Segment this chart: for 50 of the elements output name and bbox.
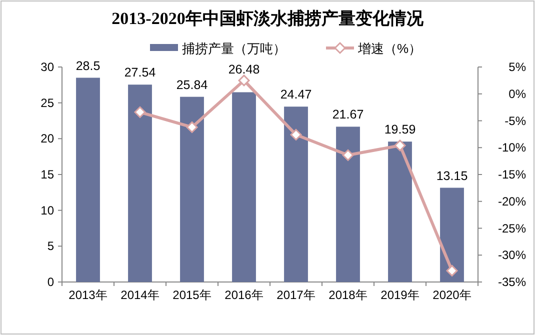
point (238, 74, 250, 86)
y2-tick-label: 5% (508, 60, 526, 74)
x-tick-label: 2017年 (276, 288, 316, 302)
y2-tick-label: -10% (498, 140, 526, 155)
point (342, 149, 354, 161)
x-tick-label: 2019年 (380, 288, 420, 302)
x-tick-label: 2014年 (120, 288, 160, 302)
point (134, 106, 146, 118)
y-tick-label: 25 (40, 96, 54, 110)
data-label: 24.47 (280, 88, 312, 102)
bar (284, 106, 308, 282)
y2-tick-label: -25% (498, 221, 526, 236)
legend-label: 增速（%） (357, 41, 422, 56)
y-tick-label: 30 (40, 60, 54, 74)
bar (388, 142, 412, 282)
x-tick-label: 2016年 (224, 288, 264, 302)
bar (128, 84, 152, 282)
chart-title: 2013-2020年中国虾淡水捕捞产量变化情况 (112, 9, 424, 28)
y-tick-label: 5 (47, 239, 54, 254)
bar (232, 92, 256, 282)
y2-tick-label: 0% (508, 86, 526, 101)
y2-tick-label: -15% (498, 168, 526, 182)
point (446, 264, 458, 276)
y2-tick-label: -20% (498, 194, 526, 208)
data-label: 13.15 (436, 168, 468, 183)
point (186, 121, 198, 133)
bar (440, 188, 464, 282)
data-label: 26.48 (228, 62, 260, 76)
data-label: 21.67 (332, 108, 364, 122)
y2-tick-label: -5% (504, 114, 526, 128)
y2-tick-label: -35% (498, 275, 526, 289)
data-label: 28.5 (76, 58, 100, 73)
legend-label: 捕捞产量（万吨） (182, 41, 286, 56)
y-tick-label: 0 (47, 275, 54, 289)
bar (76, 78, 100, 282)
data-label: 19.59 (384, 122, 416, 137)
bar (180, 96, 204, 282)
point (394, 140, 406, 152)
point (290, 128, 302, 140)
y2-tick-label: -30% (498, 248, 526, 262)
y-tick-label: 15 (40, 168, 54, 182)
x-tick-label: 2018年 (328, 288, 368, 302)
y-tick-label: 20 (40, 132, 54, 146)
x-tick-label: 2013年 (68, 288, 108, 302)
x-tick-label: 2015年 (172, 288, 212, 302)
x-tick-label: 2020年 (432, 288, 472, 302)
bar (336, 126, 360, 282)
data-label: 25.84 (176, 78, 208, 92)
y-tick-label: 10 (40, 203, 54, 218)
data-label: 27.54 (124, 66, 156, 80)
